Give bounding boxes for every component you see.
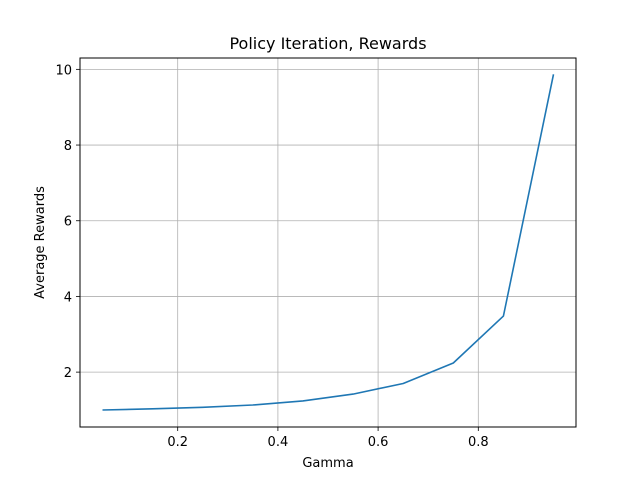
- y-tick-label: 10: [55, 63, 72, 78]
- y-tick-label: 2: [64, 366, 72, 381]
- x-tick-label: 0.2: [167, 435, 188, 450]
- series-layer: [102, 74, 555, 411]
- x-tick-label: 0.8: [468, 435, 489, 450]
- plot-frame: [79, 57, 577, 428]
- chart-title: Policy Iteration, Rewards: [229, 34, 426, 53]
- grid: [80, 58, 576, 427]
- y-axis-label: Average Rewards: [33, 186, 48, 299]
- ticks: 0.2 0.4 0.6 0.8 2 4 6 8 10: [55, 63, 488, 450]
- x-axis-label: Gamma: [302, 456, 353, 471]
- x-tick-label: 0.4: [268, 435, 289, 450]
- series-line: [102, 74, 555, 411]
- x-tick-label: 0.6: [368, 435, 389, 450]
- y-tick-label: 4: [64, 290, 72, 305]
- y-tick-label: 6: [64, 215, 72, 230]
- y-tick-label: 8: [64, 139, 72, 154]
